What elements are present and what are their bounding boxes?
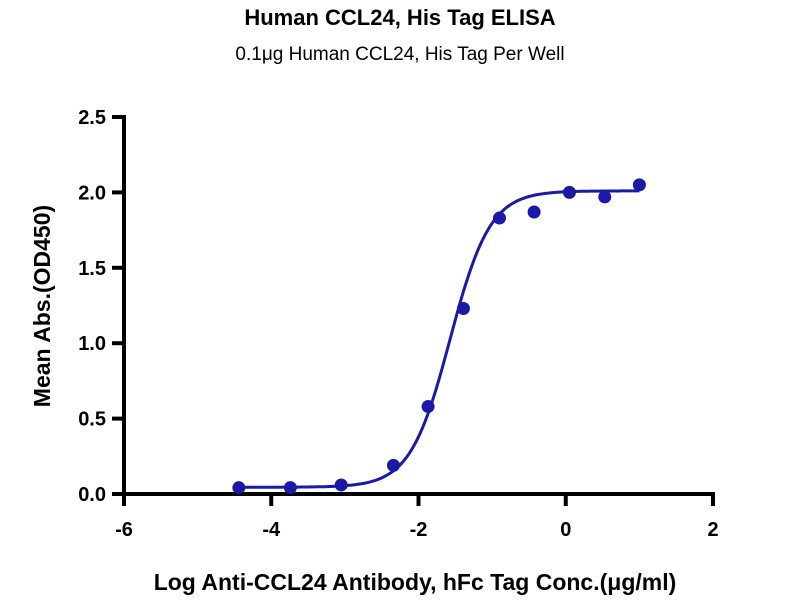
y-tick-label: 2.0 [78,182,106,204]
data-point [527,205,541,219]
x-tick-label: -6 [115,519,133,541]
data-point [562,185,576,199]
y-tick-label: 0.5 [78,409,106,431]
chart-title: Human CCL24, His Tag ELISA [244,5,555,30]
x-axis-label: Log Anti-CCL24 Antibody, hFc Tag Conc.(μ… [154,569,677,595]
fit-curve-group [238,189,640,489]
axes [112,115,715,506]
y-tick-label: 1.0 [78,333,106,355]
fit-curve [238,189,640,489]
y-tick-label: 1.5 [78,258,106,280]
data-points [232,178,646,495]
data-point [334,478,348,492]
data-point [456,302,470,316]
data-point [386,458,400,472]
data-point [598,190,612,204]
y-tick-label: 2.5 [78,107,106,129]
y-tick-label: 0.0 [78,484,106,506]
x-tick-label: -2 [410,519,428,541]
x-tick-label: 2 [707,519,718,541]
chart-subtitle: 0.1μg Human CCL24, His Tag Per Well [235,44,564,65]
y-axis-label: Mean Abs.(OD450) [29,205,55,407]
data-point [632,178,646,192]
data-point [492,211,506,225]
tick-labels: -6 -4 -2 0 2 0.0 0.5 1.0 1.5 2.0 2.5 [78,107,718,541]
x-tick-label: 0 [560,519,571,541]
x-tick-label: -4 [262,519,281,541]
data-point [283,481,297,495]
data-point [421,400,435,414]
data-point [232,481,246,495]
